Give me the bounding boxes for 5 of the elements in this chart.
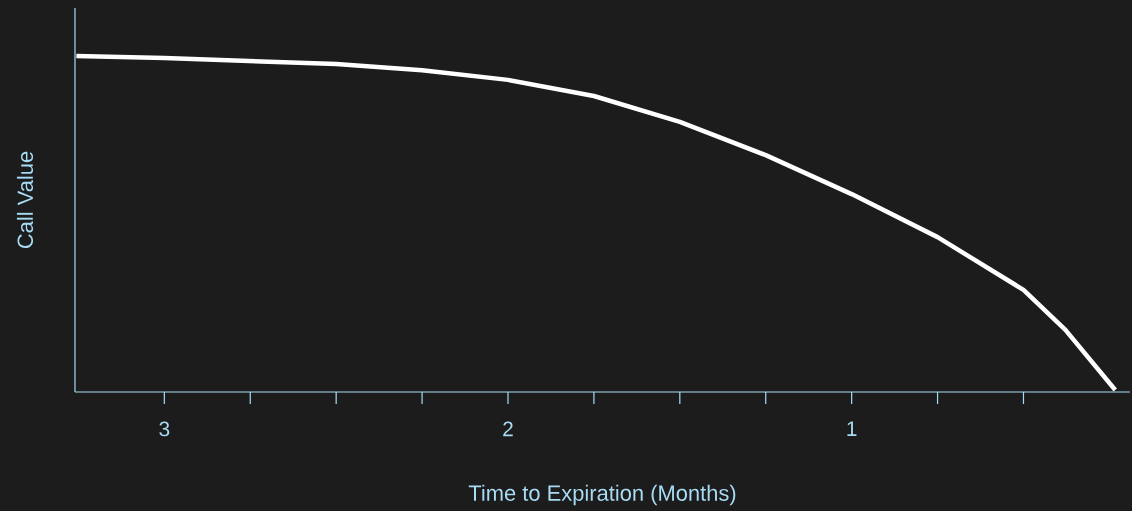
y-axis-title: Call Value [16, 151, 34, 249]
x-tick-label: 1 [847, 421, 857, 436]
x-tick-label: 3 [159, 421, 170, 437]
x-tick-label: 2 [503, 421, 513, 437]
x-axis-title: Time to Expiration (Months) [468, 484, 736, 506]
